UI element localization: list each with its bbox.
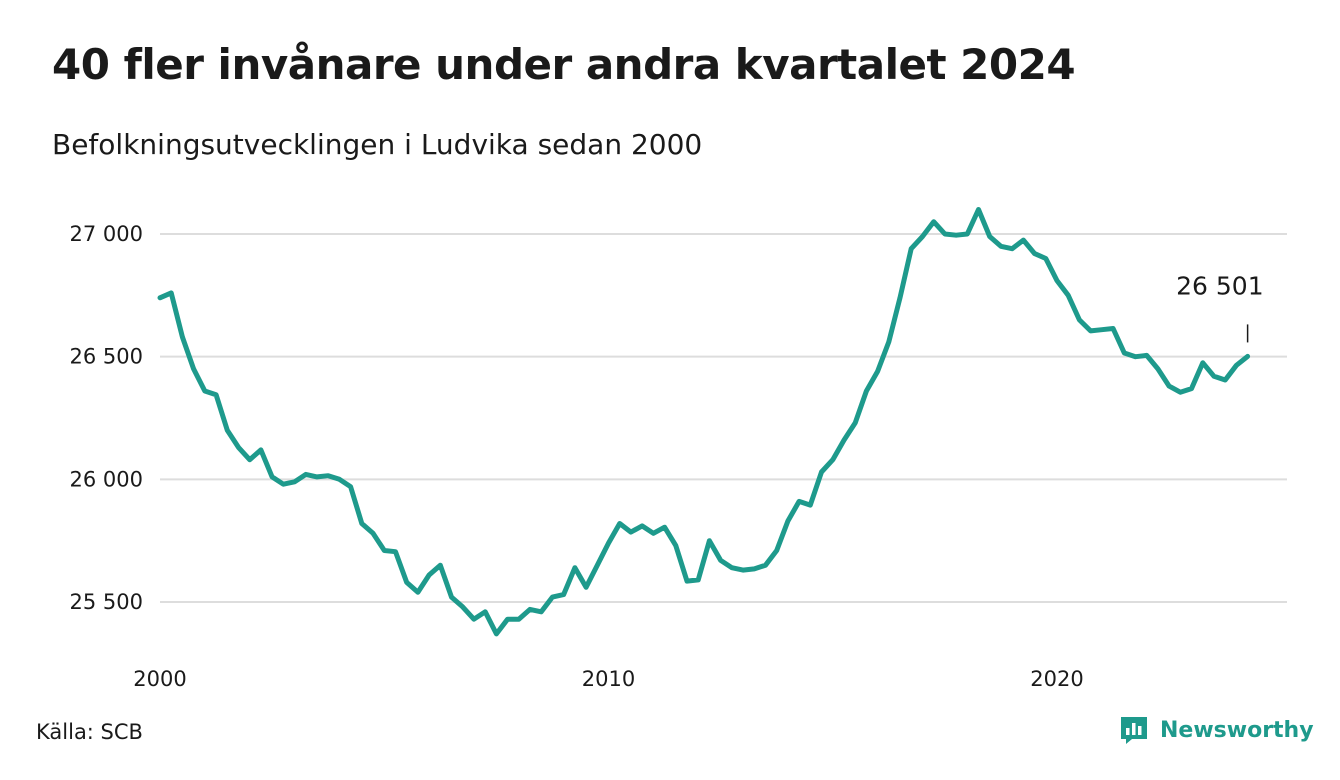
newsworthy-logo-icon <box>1121 717 1147 744</box>
chart-subtitle: Befolkningsutvecklingen i Ludvika sedan … <box>52 128 703 161</box>
end-value-label: 26 501 <box>1176 271 1263 300</box>
x-tick-label: 2010 <box>582 667 635 691</box>
y-tick-label: 26 000 <box>70 467 143 491</box>
y-tick-label: 27 000 <box>70 222 143 246</box>
x-tick-label: 2020 <box>1030 667 1083 691</box>
series-line-population <box>157 207 1251 637</box>
y-tick-label: 25 500 <box>70 590 143 614</box>
source-note: Källa: SCB <box>36 720 143 744</box>
chart-title: 40 fler invånare under andra kvartalet 2… <box>52 40 1076 89</box>
brand-logo: Newsworthy <box>1118 714 1314 746</box>
y-axis-ticks: 25 500 26 000 26 500 27 000 <box>70 222 143 614</box>
brand-name: Newsworthy <box>1160 717 1314 743</box>
x-axis-ticks: 2000 2010 2020 <box>133 667 1083 691</box>
y-tick-label: 26 500 <box>70 345 143 369</box>
gridlines <box>160 233 1287 603</box>
x-tick-label: 2000 <box>133 667 186 691</box>
